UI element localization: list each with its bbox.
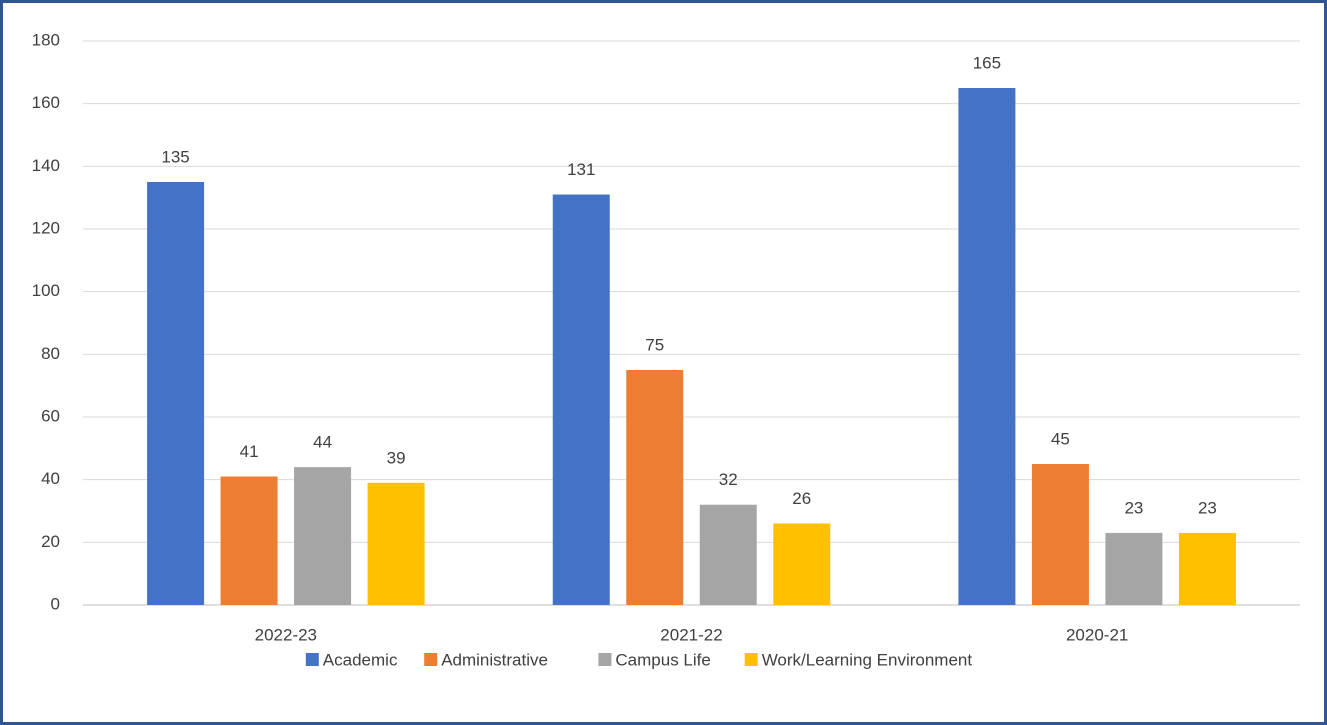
bar xyxy=(1105,532,1163,605)
data-label: 26 xyxy=(792,489,811,508)
data-label: 135 xyxy=(161,147,189,166)
bar xyxy=(958,88,1016,605)
data-label: 165 xyxy=(973,53,1001,72)
data-label: 75 xyxy=(645,335,664,354)
y-tick-label: 20 xyxy=(41,532,60,551)
y-tick-label: 80 xyxy=(41,344,60,363)
y-tick-label: 180 xyxy=(32,30,60,49)
legend-swatch xyxy=(598,653,612,666)
y-tick-label: 160 xyxy=(32,93,60,112)
bar xyxy=(773,523,831,605)
legend-label: Academic xyxy=(323,650,398,669)
legend-label: Work/Learning Environment xyxy=(762,650,973,669)
bar xyxy=(552,194,610,606)
bar xyxy=(626,370,684,605)
bar xyxy=(147,182,205,605)
data-label: 23 xyxy=(1124,498,1143,517)
legend-swatch xyxy=(305,653,319,666)
y-tick-label: 100 xyxy=(32,281,60,300)
data-label: 45 xyxy=(1051,429,1070,448)
data-label: 32 xyxy=(719,470,738,489)
data-label: 131 xyxy=(567,160,595,179)
y-tick-label: 0 xyxy=(51,594,60,613)
data-label: 23 xyxy=(1198,498,1217,517)
y-tick-label: 40 xyxy=(41,469,60,488)
bar xyxy=(1178,532,1236,605)
bar xyxy=(220,476,278,605)
legend-swatch xyxy=(424,653,438,666)
y-tick-label: 60 xyxy=(41,406,60,425)
legend-label: Administrative xyxy=(441,650,548,669)
y-tick-label: 140 xyxy=(32,156,60,175)
x-tick-label: 2021-22 xyxy=(660,625,722,644)
data-label: 44 xyxy=(313,433,332,452)
bar xyxy=(1031,464,1089,605)
bar xyxy=(367,482,425,605)
bar xyxy=(699,504,757,605)
data-label: 39 xyxy=(387,448,406,467)
legend-swatch xyxy=(744,653,758,666)
bar xyxy=(294,467,352,605)
legend-label: Campus Life xyxy=(615,650,710,669)
x-tick-label: 2020-21 xyxy=(1066,625,1128,644)
data-label: 41 xyxy=(240,442,259,461)
x-tick-label: 2022-23 xyxy=(255,625,317,644)
y-tick-label: 120 xyxy=(32,218,60,237)
